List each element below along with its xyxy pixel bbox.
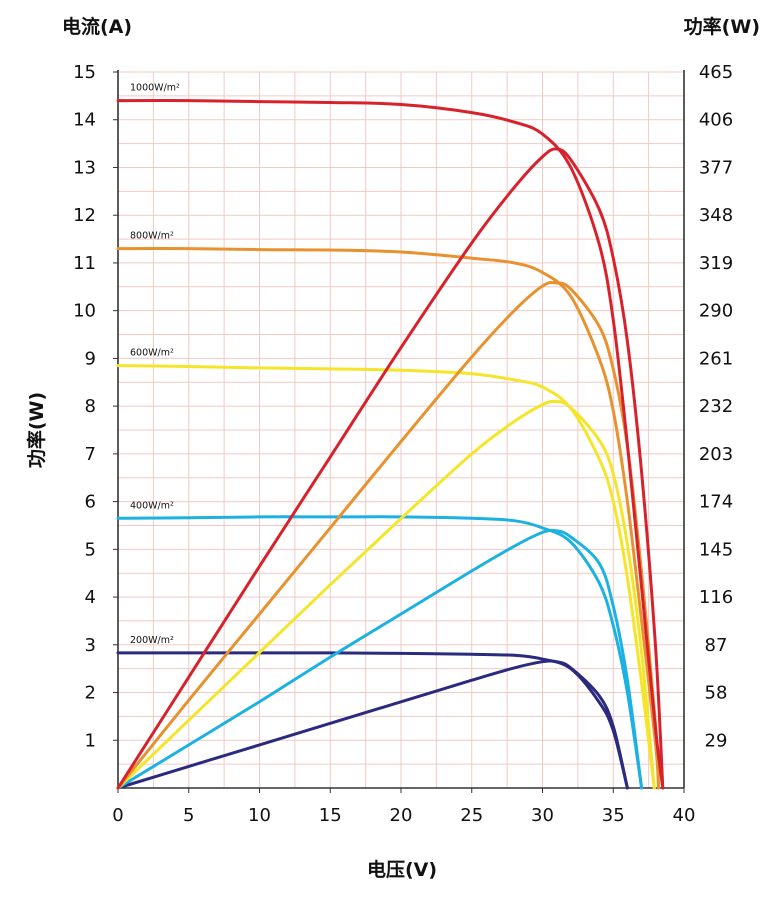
y-right-tick-label: 203 xyxy=(699,444,733,465)
x-tick-label: 15 xyxy=(319,805,342,826)
y-left-tick-label: 4 xyxy=(85,587,96,608)
current-curve-3 xyxy=(116,515,644,790)
y-left-tick-label: 7 xyxy=(85,444,96,465)
y-right-tick-label: 465 xyxy=(699,62,733,83)
power-curve-0 xyxy=(116,147,665,790)
y-right-tick-labels: 29 58 87 116 145 174 203 232 261 290 319 348 377 406 4… xyxy=(699,62,733,751)
y-right-tick-label: 58 xyxy=(705,683,728,704)
y-right-tick-label: 174 xyxy=(699,492,733,513)
y-left-tick-label: 10 xyxy=(73,301,96,322)
x-tick-label: 10 xyxy=(248,805,271,826)
y-right-tick-label: 290 xyxy=(699,301,733,322)
x-tick-label: 5 xyxy=(183,805,194,826)
power-curve-2 xyxy=(116,399,656,790)
y-left-tick-label: 11 xyxy=(73,253,96,274)
x-tick-labels: 0 5 10 15 20 25 30 35 40 xyxy=(112,805,695,826)
y-right-tick-label: 29 xyxy=(705,730,728,751)
y-right-tick-label: 377 xyxy=(699,157,733,178)
power-curve-4 xyxy=(116,659,629,790)
current-curve-4 xyxy=(116,651,629,790)
y-left-tick-label: 14 xyxy=(73,110,96,131)
x-tick-label: 35 xyxy=(602,805,625,826)
x-tick-label: 25 xyxy=(460,805,483,826)
y-left-axis-title: 电流(A) xyxy=(62,15,132,38)
current-curve-1 xyxy=(116,247,660,790)
y-left-tick-label: 9 xyxy=(85,348,96,369)
y-right-tick-label: 116 xyxy=(699,587,733,608)
y-left-tick-label: 5 xyxy=(85,539,96,560)
y-left-tick-label: 8 xyxy=(85,396,96,417)
current-curve-2 xyxy=(116,364,656,790)
y-left-tick-label: 13 xyxy=(73,157,96,178)
y-left-tick-label: 1 xyxy=(85,730,96,751)
x-tick-label: 30 xyxy=(531,805,554,826)
curve-labels: 1000W/m² 800W/m² 600W/m² 400W/m² 200W/m² xyxy=(130,83,180,646)
y-right-tick-label: 232 xyxy=(699,396,733,417)
x-tick-label: 40 xyxy=(673,805,696,826)
x-tick-label: 20 xyxy=(390,805,413,826)
y-right-tick-label: 261 xyxy=(699,348,733,369)
power-curve-3 xyxy=(116,528,644,790)
curves xyxy=(116,99,665,790)
y-left-tick-label: 2 xyxy=(85,683,96,704)
y-right-tick-label: 319 xyxy=(699,253,733,274)
y-left-tick-label: 6 xyxy=(85,492,96,513)
curve-label-0: 1000W/m² xyxy=(130,83,180,94)
plot-frame xyxy=(113,70,685,793)
y-right-tick-label: 87 xyxy=(705,635,728,656)
y-right-axis-title: 功率(W) xyxy=(684,15,760,38)
x-axis-title: 电压(V) xyxy=(367,858,437,881)
y-right-tick-label: 145 xyxy=(699,539,733,560)
curve-label-3: 400W/m² xyxy=(130,500,174,511)
y-left-rotated-title: 功率(W) xyxy=(25,392,48,468)
curve-label-4: 200W/m² xyxy=(130,635,174,646)
grid xyxy=(117,71,685,789)
current-curve-0 xyxy=(116,99,665,790)
curve-label-2: 600W/m² xyxy=(130,348,174,359)
y-left-tick-label: 3 xyxy=(85,635,96,656)
y-left-tick-label: 12 xyxy=(73,205,96,226)
y-right-tick-label: 406 xyxy=(699,110,733,131)
y-right-tick-label: 348 xyxy=(699,205,733,226)
y-left-tick-label: 15 xyxy=(73,62,96,83)
x-tick-label: 0 xyxy=(112,805,123,826)
curve-label-1: 800W/m² xyxy=(130,231,174,242)
